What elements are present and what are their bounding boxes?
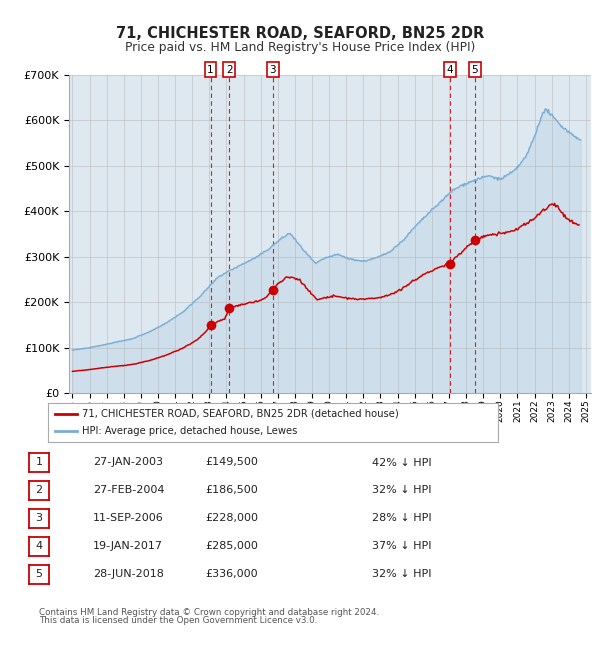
Text: 71, CHICHESTER ROAD, SEAFORD, BN25 2DR: 71, CHICHESTER ROAD, SEAFORD, BN25 2DR [116, 26, 484, 41]
Text: 3: 3 [35, 514, 43, 523]
Text: 37% ↓ HPI: 37% ↓ HPI [372, 541, 431, 551]
Text: £285,000: £285,000 [205, 541, 258, 551]
Text: 1: 1 [35, 458, 43, 467]
Text: 71, CHICHESTER ROAD, SEAFORD, BN25 2DR (detached house): 71, CHICHESTER ROAD, SEAFORD, BN25 2DR (… [82, 409, 398, 419]
Text: 5: 5 [472, 65, 478, 75]
Text: Contains HM Land Registry data © Crown copyright and database right 2024.: Contains HM Land Registry data © Crown c… [39, 608, 379, 617]
Text: This data is licensed under the Open Government Licence v3.0.: This data is licensed under the Open Gov… [39, 616, 317, 625]
Text: 19-JAN-2017: 19-JAN-2017 [93, 541, 163, 551]
Text: £186,500: £186,500 [205, 486, 258, 495]
Text: £336,000: £336,000 [205, 569, 258, 579]
Text: 5: 5 [35, 569, 43, 579]
Text: 42% ↓ HPI: 42% ↓ HPI [372, 458, 431, 467]
Text: 32% ↓ HPI: 32% ↓ HPI [372, 569, 431, 579]
Text: 11-SEP-2006: 11-SEP-2006 [93, 514, 164, 523]
Text: £149,500: £149,500 [205, 458, 258, 467]
Text: 27-JAN-2003: 27-JAN-2003 [93, 458, 163, 467]
Text: 2: 2 [226, 65, 233, 75]
Text: 2: 2 [35, 486, 43, 495]
Text: 32% ↓ HPI: 32% ↓ HPI [372, 486, 431, 495]
Text: 28% ↓ HPI: 28% ↓ HPI [372, 514, 431, 523]
Text: 1: 1 [207, 65, 214, 75]
Text: 27-FEB-2004: 27-FEB-2004 [93, 486, 164, 495]
Text: 28-JUN-2018: 28-JUN-2018 [93, 569, 164, 579]
Text: 4: 4 [446, 65, 453, 75]
Text: 4: 4 [35, 541, 43, 551]
Text: Price paid vs. HM Land Registry's House Price Index (HPI): Price paid vs. HM Land Registry's House … [125, 41, 475, 54]
Text: 3: 3 [269, 65, 276, 75]
Text: HPI: Average price, detached house, Lewes: HPI: Average price, detached house, Lewe… [82, 426, 297, 436]
Text: £228,000: £228,000 [205, 514, 258, 523]
